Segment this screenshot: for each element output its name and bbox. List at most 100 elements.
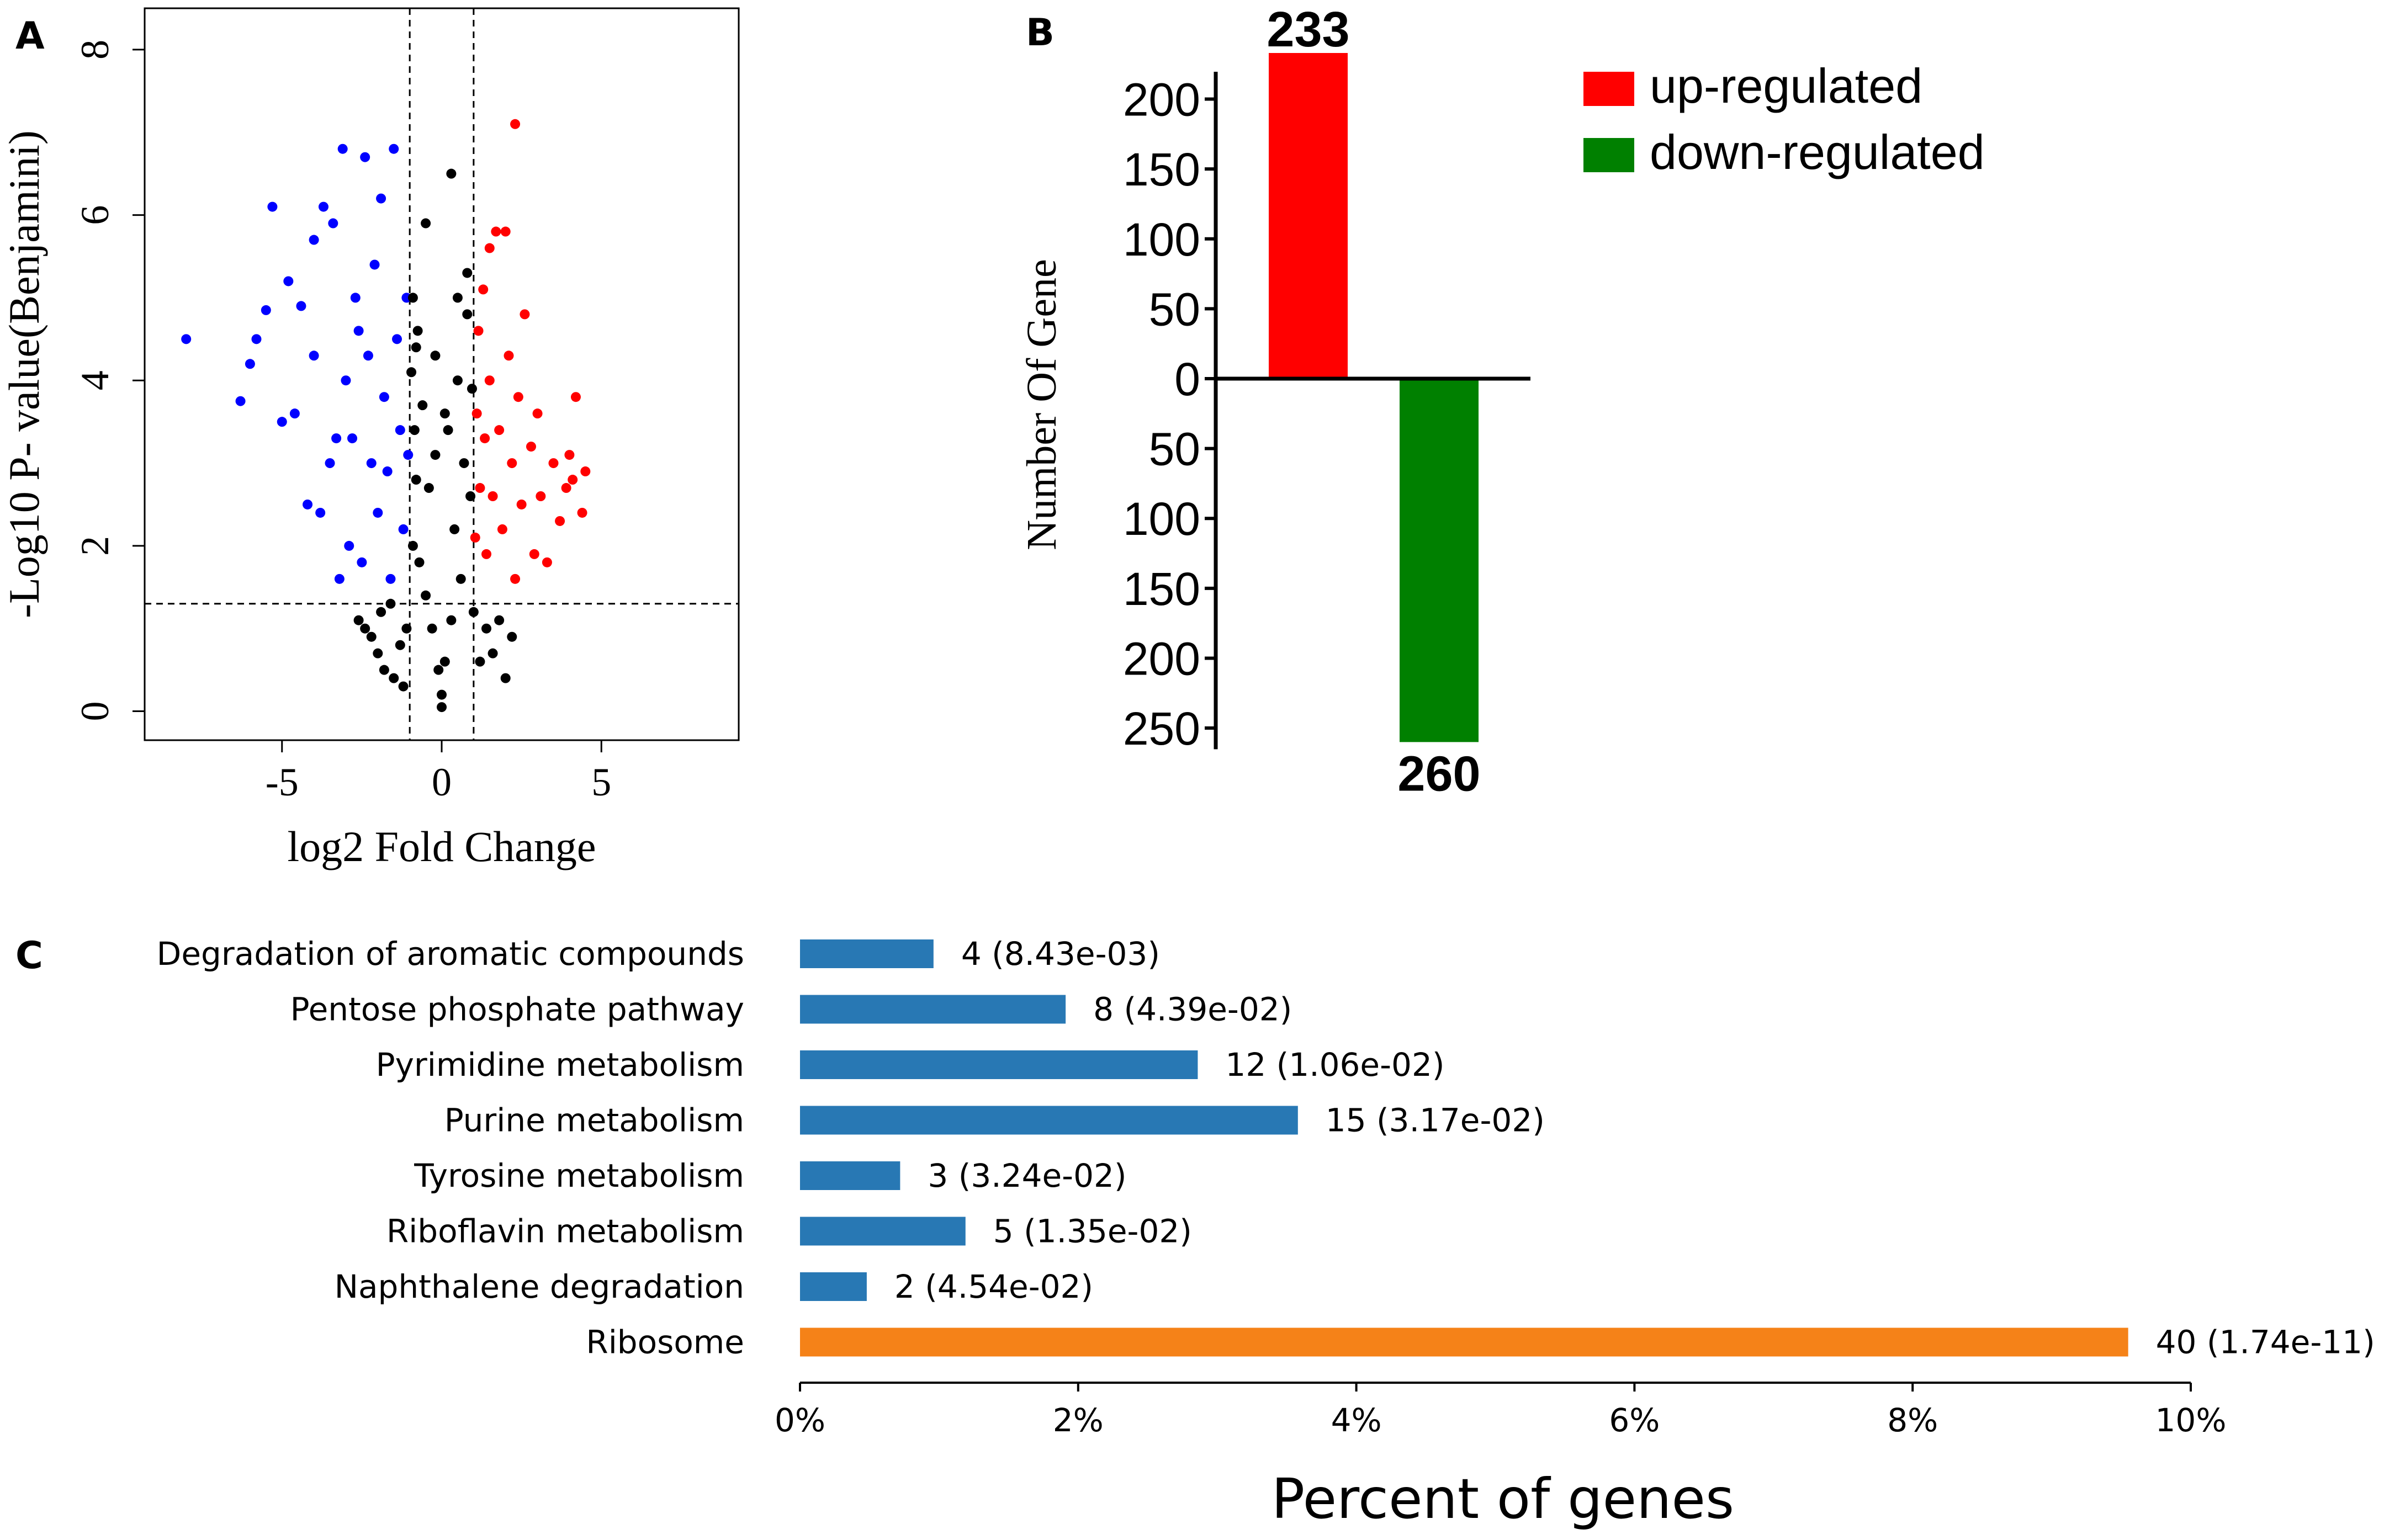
non-significant-point: [437, 689, 447, 700]
non-significant-point: [421, 218, 431, 229]
non-significant-point: [459, 458, 469, 469]
pathway-name-label: Pyrimidine metabolism: [376, 1046, 744, 1084]
down-regulated-point: [315, 507, 326, 518]
up-regulated-point: [500, 226, 511, 237]
down-regulated-point: [261, 305, 271, 315]
non-significant-point: [462, 309, 473, 320]
non-significant-point: [500, 673, 511, 683]
volcano-x-tick-label: 5: [591, 760, 611, 804]
panel-label-c: C: [15, 934, 43, 978]
counts-y-tick-label: 0: [1174, 353, 1200, 405]
counts-bars: 233 260: [1267, 2, 1480, 801]
down-regulated-point: [389, 144, 399, 154]
volcano-x-tick-label: -5: [266, 760, 299, 804]
down-regulated-point: [331, 433, 342, 444]
down-regulated-point: [245, 359, 255, 369]
up-regulated-point: [478, 284, 489, 295]
non-significant-point: [427, 623, 437, 634]
non-significant-point: [395, 640, 405, 650]
up-regulated-point: [480, 433, 490, 444]
non-significant-point: [360, 623, 370, 634]
up-regulated-point: [548, 458, 559, 469]
non-significant-point: [439, 656, 450, 667]
pathway-bar: [800, 995, 1066, 1024]
counts-y-tick-label: 100: [1123, 214, 1200, 265]
non-significant-point: [407, 540, 418, 551]
down-regulated-point: [337, 144, 348, 154]
kegg-axes: 0% 2% 4% 6% 8% 10%: [775, 1382, 2226, 1439]
non-significant-point: [507, 631, 517, 642]
non-significant-point: [389, 673, 399, 683]
pathway-value-label: 3 (3.24e-02): [928, 1157, 1126, 1194]
non-significant-point: [452, 293, 463, 303]
non-significant-point: [475, 656, 485, 667]
down-regulated-point: [347, 433, 358, 444]
volcano-y-tick-label: 2: [73, 536, 117, 556]
non-significant-point: [437, 702, 447, 713]
down-regulated-point: [296, 301, 306, 311]
down-regulated-point: [325, 458, 335, 469]
counts-y-tick-label: 150: [1123, 563, 1200, 615]
up-regulated-point: [507, 458, 517, 469]
non-significant-point: [406, 367, 417, 378]
volcano-points: [181, 119, 591, 713]
volcano-axes: -5 0 5 0 2 4 6 8: [73, 40, 611, 804]
up-regulated-point: [542, 557, 552, 567]
up-regulated-point: [504, 351, 514, 361]
non-significant-point: [379, 665, 389, 675]
up-regulated-point: [491, 226, 501, 237]
down-regulated-point: [376, 193, 386, 204]
non-significant-point: [467, 384, 477, 394]
down-regulated-point: [373, 507, 383, 518]
legend-swatch-down: [1583, 138, 1634, 172]
kegg-x-tick-label: 8%: [1887, 1401, 1938, 1439]
non-significant-point: [373, 648, 383, 659]
volcano-x-tick-label: 0: [432, 760, 452, 804]
down-regulated-point: [303, 499, 313, 509]
pathway-name-label: Degradation of aromatic compounds: [157, 935, 744, 973]
up-regulated-point: [510, 119, 521, 129]
non-significant-point: [468, 607, 479, 617]
kegg-bars: Degradation of aromatic compounds 4 (8.43…: [157, 935, 2375, 1361]
down-regulated-point: [341, 375, 351, 386]
non-significant-point: [411, 342, 421, 353]
down-regulated-point: [181, 334, 192, 344]
non-significant-point: [433, 665, 444, 675]
up-regulated-point: [497, 524, 507, 534]
non-significant-point: [494, 615, 505, 625]
non-significant-point: [430, 351, 441, 361]
down-regulated-point: [385, 573, 396, 584]
down-regulated-point: [251, 334, 262, 344]
down-regulated-point: [353, 326, 364, 336]
non-significant-point: [443, 425, 453, 436]
down-regulated-point: [382, 466, 393, 477]
kegg-x-axis-title: Percent of genes: [1272, 1467, 1734, 1531]
pathway-name-label: Naphthalene degradation: [335, 1268, 744, 1305]
pathway-value-label: 5 (1.35e-02): [993, 1213, 1192, 1250]
non-significant-point: [446, 615, 457, 625]
non-significant-point: [353, 615, 364, 625]
pathway-name-label: Purine metabolism: [444, 1102, 744, 1139]
down-regulated-point: [366, 458, 377, 469]
non-significant-point: [462, 268, 473, 278]
up-regulated-point: [526, 442, 536, 452]
non-significant-point: [409, 425, 420, 436]
volcano-y-tick-label: 0: [73, 702, 117, 721]
pathway-value-label: 15 (3.17e-02): [1326, 1102, 1545, 1139]
down-regulated-point: [379, 392, 389, 402]
panel-label-a: A: [15, 14, 45, 58]
down-regulated-point: [283, 276, 294, 286]
pathway-name-label: Pentose phosphate pathway: [290, 991, 744, 1028]
up-regulated-point: [564, 450, 575, 460]
kegg-x-tick-label: 4%: [1331, 1401, 1382, 1439]
non-significant-point: [430, 450, 441, 460]
panel-a: A -5 0 5 0 2 4 6 8 log2 Fold Change -Log10 P- v…: [0, 7, 740, 870]
non-significant-point: [407, 293, 418, 303]
down-regulated-point: [350, 293, 361, 303]
volcano-y-axis-title: -Log10 P- value(Benjamini): [0, 130, 48, 618]
up-regulated-point: [513, 392, 523, 402]
pathway-value-label: 12 (1.06e-02): [1225, 1046, 1444, 1084]
up-regulated-point: [484, 243, 495, 253]
non-significant-point: [417, 400, 428, 411]
